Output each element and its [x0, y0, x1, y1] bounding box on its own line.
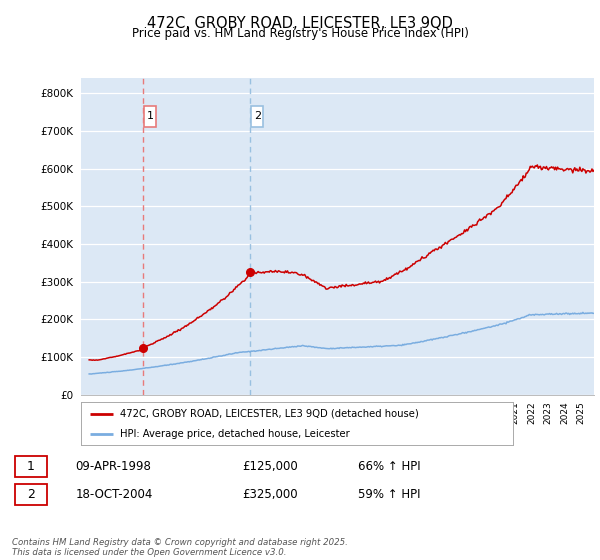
Text: 1: 1	[146, 111, 154, 122]
Text: 2: 2	[27, 488, 35, 501]
Text: HPI: Average price, detached house, Leicester: HPI: Average price, detached house, Leic…	[120, 430, 350, 439]
FancyBboxPatch shape	[15, 484, 47, 505]
FancyBboxPatch shape	[15, 456, 47, 477]
Text: 09-APR-1998: 09-APR-1998	[76, 460, 151, 473]
Text: Price paid vs. HM Land Registry's House Price Index (HPI): Price paid vs. HM Land Registry's House …	[131, 27, 469, 40]
Text: 1: 1	[27, 460, 35, 473]
Text: 18-OCT-2004: 18-OCT-2004	[76, 488, 153, 501]
FancyBboxPatch shape	[251, 106, 263, 127]
Text: 59% ↑ HPI: 59% ↑ HPI	[358, 488, 420, 501]
Text: Contains HM Land Registry data © Crown copyright and database right 2025.
This d: Contains HM Land Registry data © Crown c…	[12, 538, 348, 557]
Text: 2: 2	[254, 111, 261, 122]
Text: £325,000: £325,000	[242, 488, 298, 501]
Text: 472C, GROBY ROAD, LEICESTER, LE3 9QD (detached house): 472C, GROBY ROAD, LEICESTER, LE3 9QD (de…	[120, 409, 419, 419]
Text: £125,000: £125,000	[242, 460, 298, 473]
Text: 66% ↑ HPI: 66% ↑ HPI	[358, 460, 420, 473]
FancyBboxPatch shape	[145, 106, 156, 127]
Text: 472C, GROBY ROAD, LEICESTER, LE3 9QD: 472C, GROBY ROAD, LEICESTER, LE3 9QD	[147, 16, 453, 31]
